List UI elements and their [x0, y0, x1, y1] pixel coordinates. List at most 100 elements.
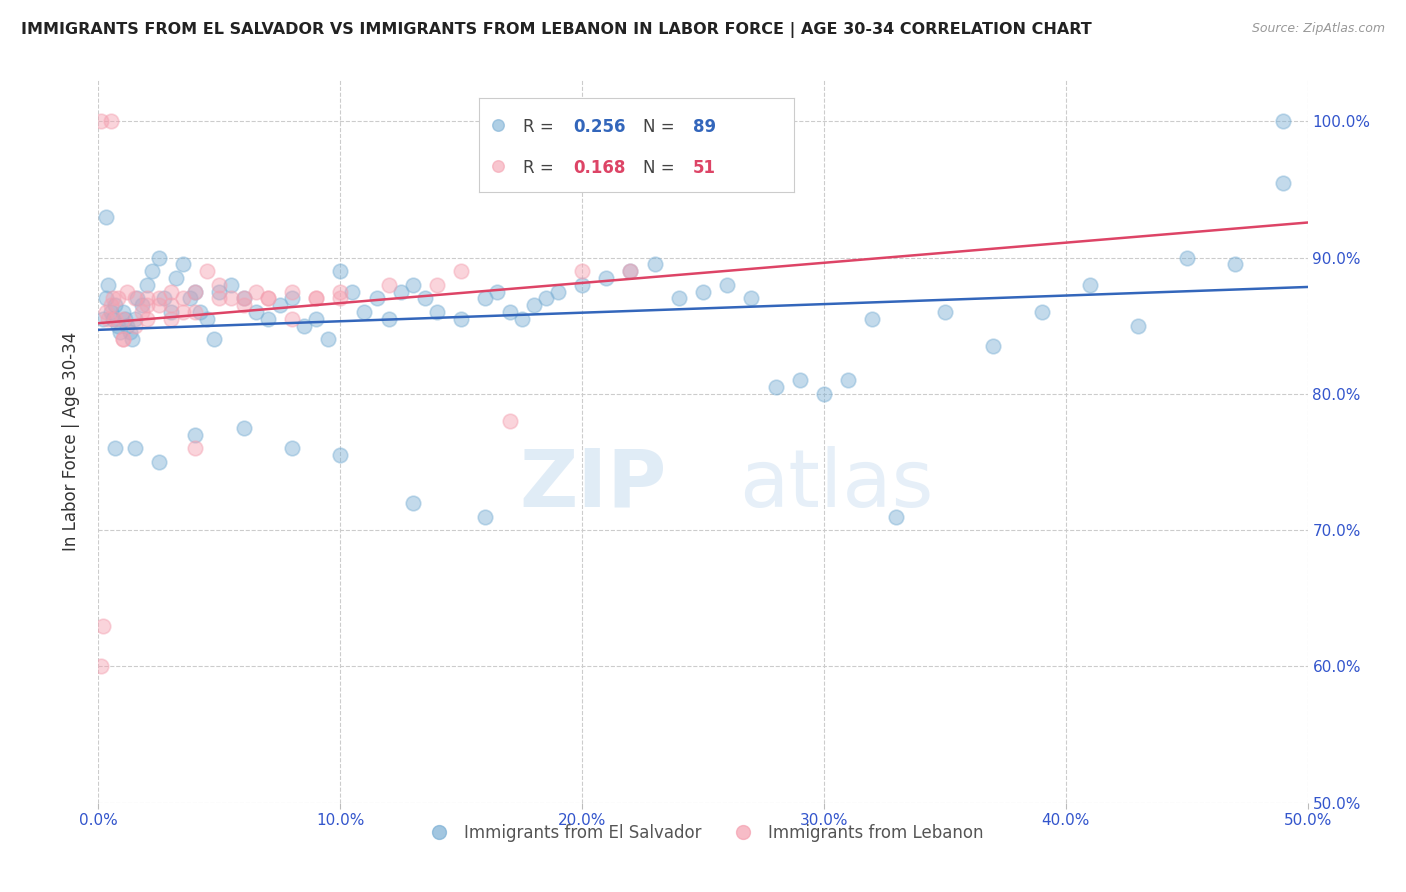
Point [232, 292, 254, 306]
Point [135, 292, 157, 306]
Point [152, 292, 174, 306]
Point [127, 292, 149, 306]
Point [523, 298, 546, 312]
Point [148, 298, 170, 312]
Point [305, 311, 328, 326]
Point [860, 311, 883, 326]
Point [619, 264, 641, 278]
Point [195, 311, 218, 326]
Point [716, 277, 738, 292]
Point [94, 292, 117, 306]
Point [131, 298, 153, 312]
Point [305, 292, 328, 306]
Point [1175, 251, 1198, 265]
Point [97, 277, 120, 292]
Point [256, 292, 278, 306]
Point [179, 292, 201, 306]
Point [107, 292, 129, 306]
Point [90, 114, 112, 128]
Point [1272, 114, 1295, 128]
Point [172, 305, 194, 319]
Point [91, 618, 114, 632]
Point [813, 387, 835, 401]
Point [124, 442, 146, 456]
Legend: Immigrants from El Salvador, Immigrants from Lebanon: Immigrants from El Salvador, Immigrants … [416, 817, 990, 848]
Point [389, 285, 412, 299]
Point [101, 292, 124, 306]
Point [571, 277, 593, 292]
Point [111, 311, 134, 326]
Point [245, 305, 267, 319]
Point [402, 496, 425, 510]
Point [1272, 176, 1295, 190]
Point [981, 339, 1004, 353]
Point [377, 311, 399, 326]
Point [256, 292, 278, 306]
Point [124, 318, 146, 333]
Point [148, 251, 170, 265]
Point [305, 292, 328, 306]
Point [165, 271, 187, 285]
Point [934, 305, 956, 319]
Point [172, 292, 194, 306]
Point [886, 509, 908, 524]
Point [474, 292, 496, 306]
Point [547, 285, 569, 299]
Point [118, 326, 141, 340]
Point [377, 277, 399, 292]
Y-axis label: In Labor Force | Age 30-34: In Labor Force | Age 30-34 [62, 332, 80, 551]
Point [91, 311, 114, 326]
Point [111, 305, 134, 319]
Point [160, 311, 183, 326]
Point [329, 448, 352, 462]
Point [571, 114, 593, 128]
Point [108, 326, 131, 340]
Point [111, 332, 134, 346]
Point [402, 277, 425, 292]
Point [131, 305, 153, 319]
Point [135, 298, 157, 312]
Point [104, 311, 127, 326]
Point [184, 285, 207, 299]
Point [94, 210, 117, 224]
Point [789, 373, 811, 387]
Point [281, 285, 304, 299]
Point [256, 311, 278, 326]
Point [124, 311, 146, 326]
Point [232, 298, 254, 312]
Point [101, 311, 124, 326]
Point [498, 414, 520, 428]
Point [117, 318, 139, 333]
Point [510, 311, 533, 326]
Point [141, 264, 163, 278]
Point [160, 298, 183, 312]
Point [221, 292, 243, 306]
Point [208, 292, 231, 306]
Point [740, 292, 762, 306]
Point [104, 442, 127, 456]
Point [329, 292, 352, 306]
Point [692, 285, 714, 299]
Point [135, 277, 157, 292]
Point [765, 380, 787, 394]
Point [281, 311, 304, 326]
Point [135, 311, 157, 326]
Point [571, 264, 593, 278]
Point [450, 264, 472, 278]
Point [104, 298, 127, 312]
Text: ZIP: ZIP [519, 446, 666, 524]
Point [100, 114, 122, 128]
Point [184, 285, 207, 299]
Point [269, 298, 291, 312]
Point [450, 311, 472, 326]
Point [245, 285, 267, 299]
Point [498, 305, 520, 319]
Point [121, 332, 143, 346]
Point [148, 292, 170, 306]
Point [1223, 257, 1246, 271]
Point [100, 305, 122, 319]
Point [342, 285, 364, 299]
Text: IMMIGRANTS FROM EL SALVADOR VS IMMIGRANTS FROM LEBANON IN LABOR FORCE | AGE 30-3: IMMIGRANTS FROM EL SALVADOR VS IMMIGRANT… [21, 22, 1092, 38]
Point [316, 332, 339, 346]
Point [486, 285, 509, 299]
